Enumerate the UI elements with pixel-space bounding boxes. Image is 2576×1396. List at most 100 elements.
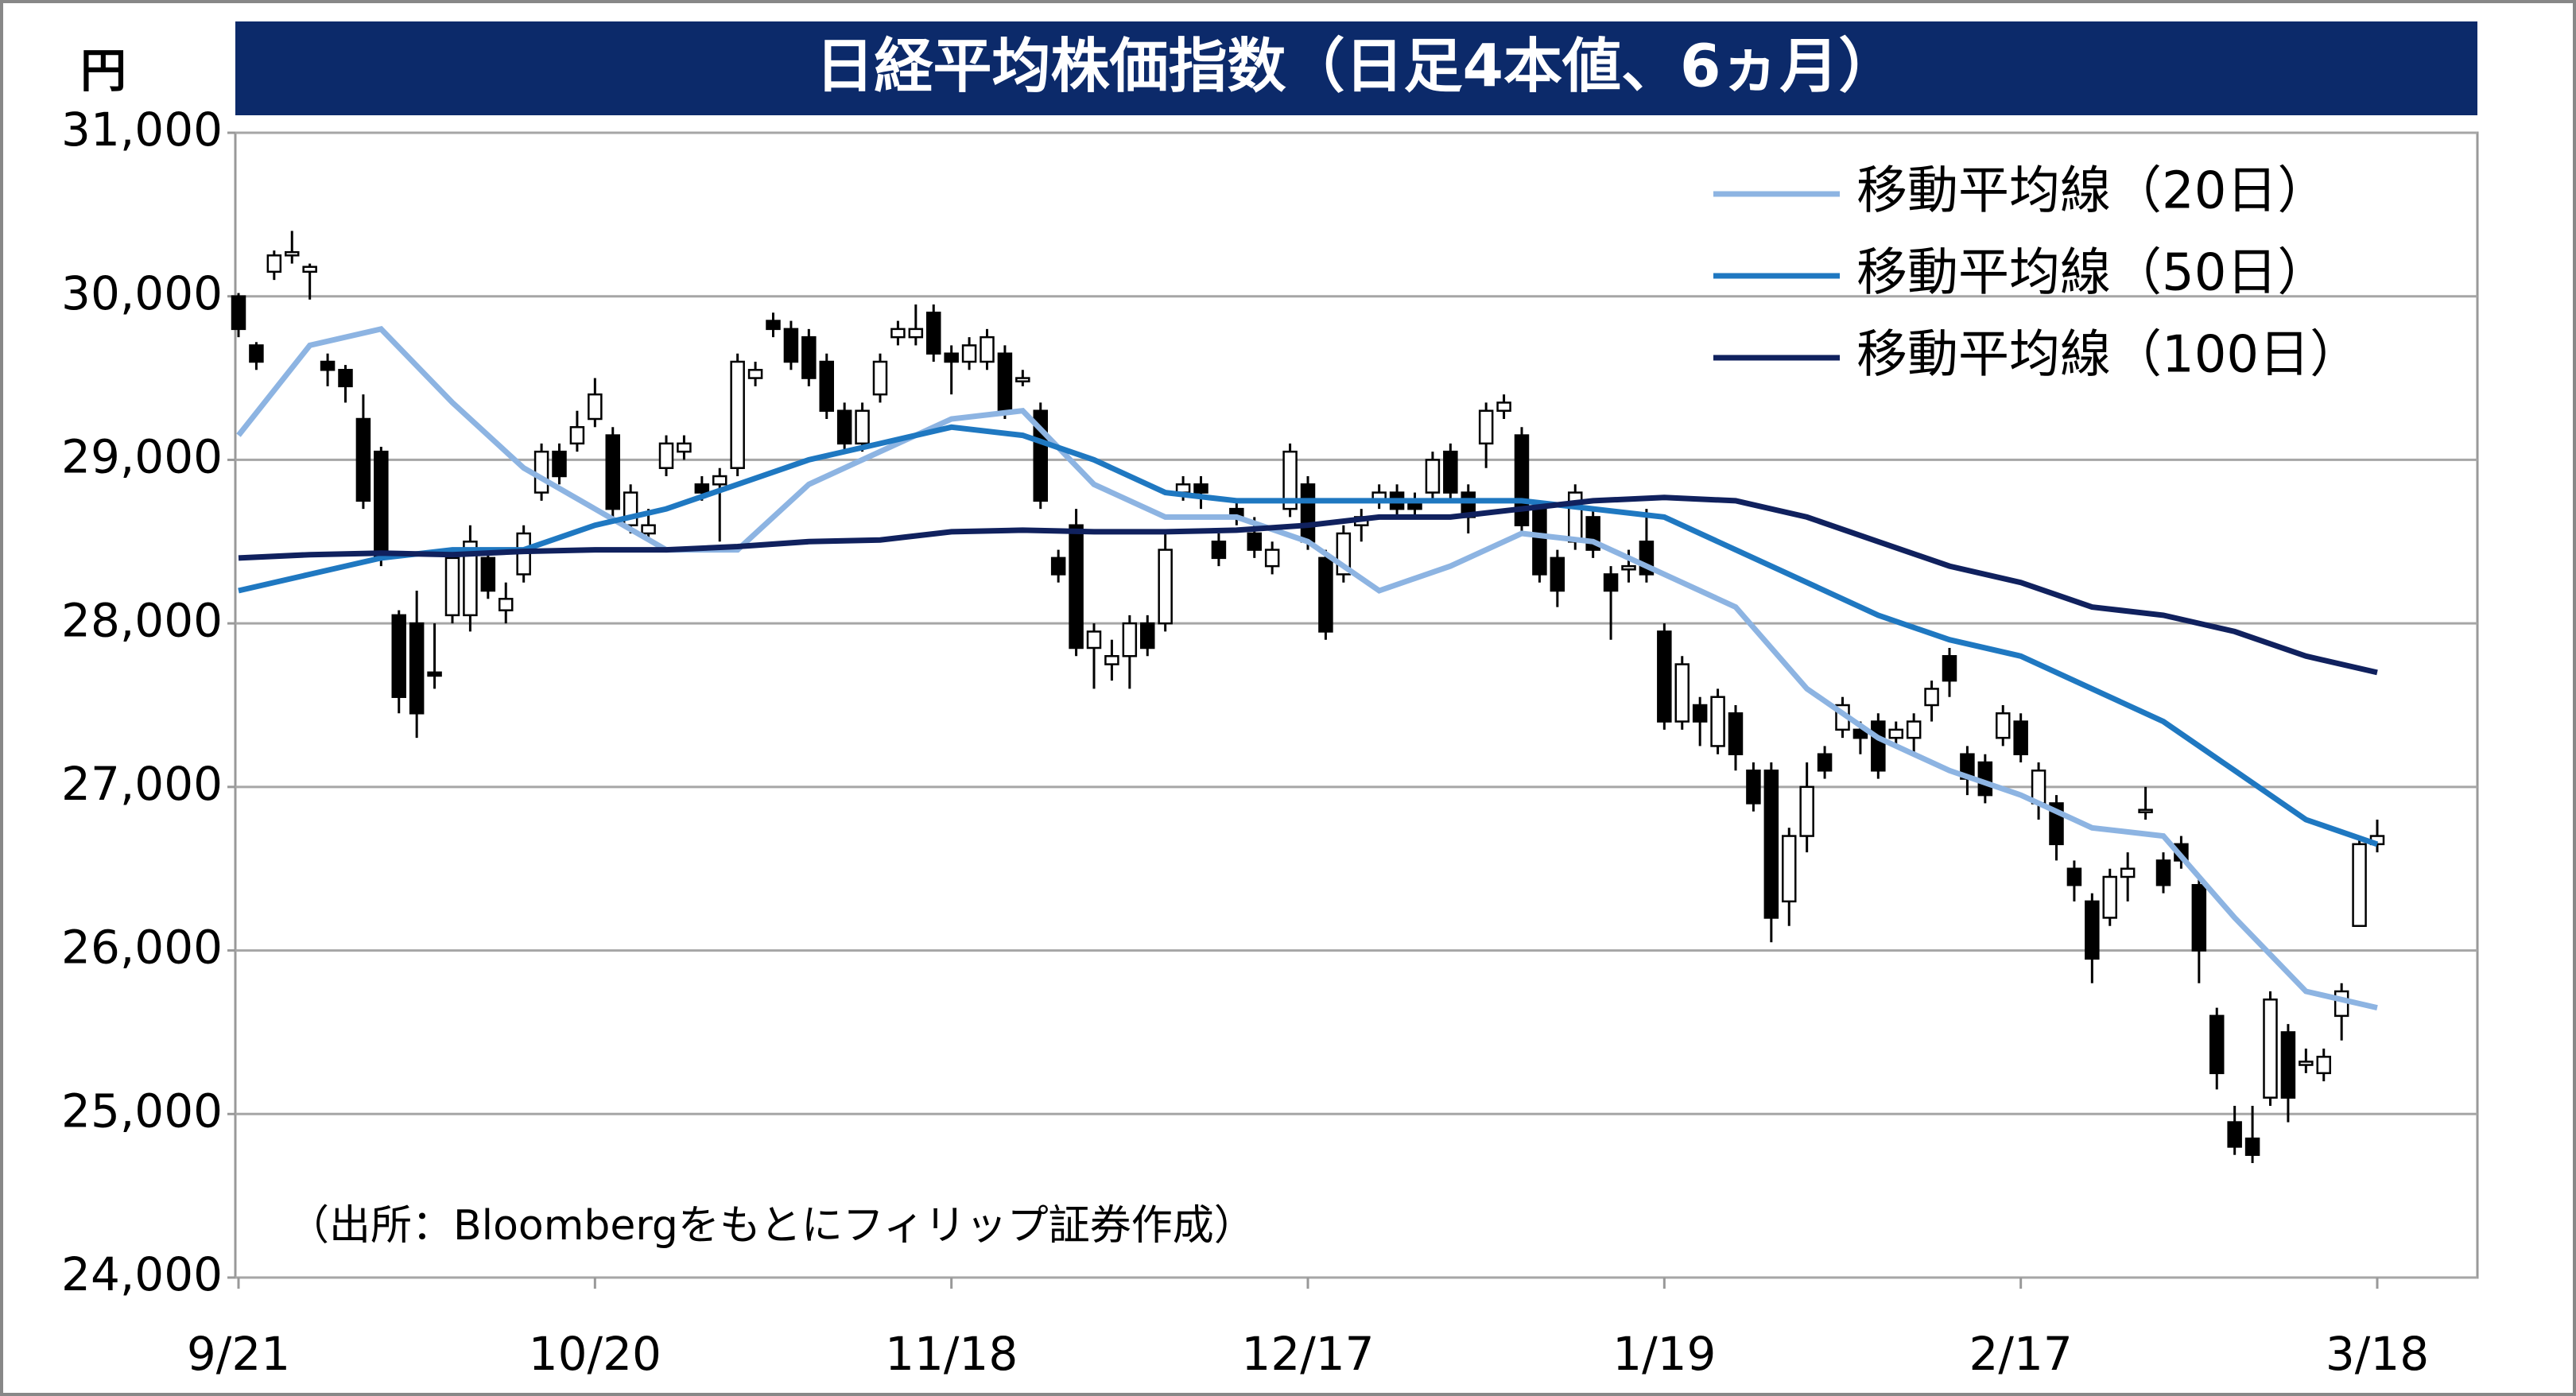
legend-label: 移動平均線（100日）	[1856, 326, 2361, 385]
candle-body	[819, 360, 834, 412]
x-tick-label: 3/18	[2326, 1327, 2429, 1381]
candle-body	[1906, 720, 1922, 739]
legend-label: 移動平均線（50日）	[1856, 244, 2328, 303]
title-bar	[235, 21, 2477, 115]
candle-body	[872, 360, 888, 396]
x-tick-label: 2/17	[1969, 1327, 2073, 1381]
y-tick-label: 26,000	[61, 921, 223, 975]
candle-body	[533, 450, 549, 494]
chart-title: 日経平均株価指数（日足4本値、6ヵ月）	[816, 33, 1898, 101]
candle-body	[1692, 704, 1708, 723]
candle-body	[926, 312, 941, 355]
candle-body	[908, 328, 924, 339]
x-tick-label: 12/17	[1241, 1327, 1374, 1381]
candle-body	[1871, 720, 1886, 772]
candle-body	[1318, 556, 1333, 633]
candle-body	[1782, 835, 1797, 903]
candle-body	[2280, 1031, 2296, 1099]
candle-body	[961, 344, 977, 363]
candle-body	[1050, 556, 1066, 576]
moving-average-line	[236, 326, 2378, 1011]
candle-body	[1264, 549, 1280, 568]
candle-body	[1532, 507, 1547, 576]
candle-body	[320, 360, 336, 371]
candle-body	[997, 352, 1013, 412]
candle-body	[836, 409, 852, 445]
candle-body	[338, 369, 353, 388]
candle-body	[285, 250, 300, 257]
candle-body	[747, 369, 763, 379]
candle-body	[1122, 622, 1138, 657]
candle-body	[266, 254, 282, 273]
candle-body	[2085, 900, 2100, 960]
candle-body	[605, 434, 620, 510]
candle-body	[730, 360, 745, 469]
moving-average-line	[238, 494, 2378, 676]
candle-body	[444, 556, 460, 617]
candle-body	[1282, 450, 1298, 510]
candle-body	[1674, 663, 1690, 723]
y-tick-label: 24,000	[61, 1247, 223, 1301]
candle-body	[1799, 785, 1814, 837]
candle-body	[569, 426, 585, 445]
candle-body	[427, 671, 442, 677]
candle-body	[1852, 728, 1868, 739]
candle-body	[355, 417, 371, 502]
candle-body	[1996, 712, 2011, 739]
candle-body	[409, 622, 425, 715]
candle-body	[1211, 541, 1227, 560]
y-tick-label: 25,000	[61, 1084, 223, 1138]
source-note: （出所：Bloombergをもとにフィリップ証券作成）	[288, 1202, 1255, 1250]
candle-body	[855, 409, 870, 445]
candle-body	[1300, 483, 1316, 543]
candle-body	[783, 328, 799, 363]
candle-body	[641, 524, 656, 535]
y-tick-label: 31,000	[61, 103, 223, 157]
candle-body	[1710, 696, 1725, 747]
candle-body	[1496, 401, 1511, 412]
candle-body	[1603, 573, 1619, 592]
candle-body	[302, 266, 317, 273]
candle-body	[231, 295, 246, 331]
candle-body	[1015, 377, 1030, 382]
candle-body	[801, 335, 817, 379]
y-tick-label: 28,000	[61, 593, 223, 647]
candle-body	[2352, 843, 2367, 927]
candle-body	[499, 598, 514, 611]
candle-body	[1728, 712, 1744, 755]
candle-body	[890, 328, 906, 339]
candle-body	[2263, 999, 2278, 1099]
candle-body	[944, 352, 959, 363]
x-tick-label: 10/20	[529, 1327, 661, 1381]
candle-body	[1550, 556, 1565, 592]
candle-body	[1817, 753, 1833, 772]
candle-body	[552, 450, 567, 478]
y-axis-unit: 円	[80, 44, 126, 98]
candle-body	[1621, 564, 1636, 571]
candle-body	[391, 614, 406, 698]
candle-body	[463, 541, 478, 617]
candle-body	[2102, 875, 2117, 919]
candle-body	[1942, 655, 1957, 682]
candle-body	[1425, 459, 1441, 494]
candle-body	[1104, 655, 1119, 665]
candle-body	[2227, 1121, 2242, 1148]
candle-body	[1746, 770, 1761, 805]
candle-body	[1443, 450, 1458, 494]
candle-body	[1888, 728, 1903, 739]
candle-body	[2013, 720, 2028, 755]
moving-average-line	[238, 424, 2379, 847]
candle-body	[1478, 409, 1494, 445]
y-tick-label: 29,000	[61, 430, 223, 484]
candle-body	[2299, 1061, 2314, 1066]
candle-body	[2155, 859, 2171, 886]
candle-body	[2191, 884, 2207, 952]
candle-body	[1247, 532, 1262, 551]
y-tick-label: 27,000	[61, 757, 223, 811]
candle-body	[2244, 1137, 2260, 1156]
candle-body	[712, 475, 727, 486]
candle-body	[588, 393, 603, 421]
candle-body	[1657, 630, 1672, 723]
candle-body	[766, 320, 781, 331]
